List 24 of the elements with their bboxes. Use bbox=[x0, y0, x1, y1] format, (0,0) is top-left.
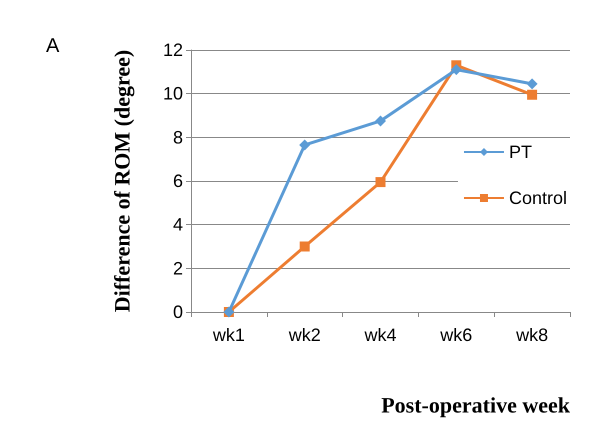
x-tick-label: wk4 bbox=[363, 325, 397, 345]
y-tick-label: 10 bbox=[162, 84, 183, 104]
x-axis-title: Post-operative week bbox=[381, 392, 571, 418]
y-tick-label: 2 bbox=[172, 258, 183, 278]
x-tick-label: wk1 bbox=[212, 325, 245, 345]
x-tick-label: wk8 bbox=[515, 325, 548, 345]
y-axis-title: Difference of ROM (degree) bbox=[110, 50, 134, 312]
point bbox=[527, 90, 538, 100]
text: A bbox=[46, 35, 60, 57]
y-tick-label: 12 bbox=[162, 40, 183, 60]
y-tick-label: 8 bbox=[172, 127, 183, 148]
y-tick-label: 4 bbox=[172, 214, 183, 235]
y-tick-label: 6 bbox=[172, 171, 183, 191]
x-tick-label: wk2 bbox=[288, 325, 321, 345]
point bbox=[526, 78, 538, 90]
x-tick-label: wk6 bbox=[439, 325, 472, 345]
point bbox=[376, 177, 386, 188]
point bbox=[375, 115, 386, 126]
legend-label: PT bbox=[508, 142, 532, 162]
point bbox=[450, 64, 462, 76]
point bbox=[299, 139, 310, 150]
y-tick-label: 0 bbox=[172, 302, 183, 322]
legend-label: Control bbox=[508, 188, 568, 208]
point bbox=[300, 242, 310, 252]
